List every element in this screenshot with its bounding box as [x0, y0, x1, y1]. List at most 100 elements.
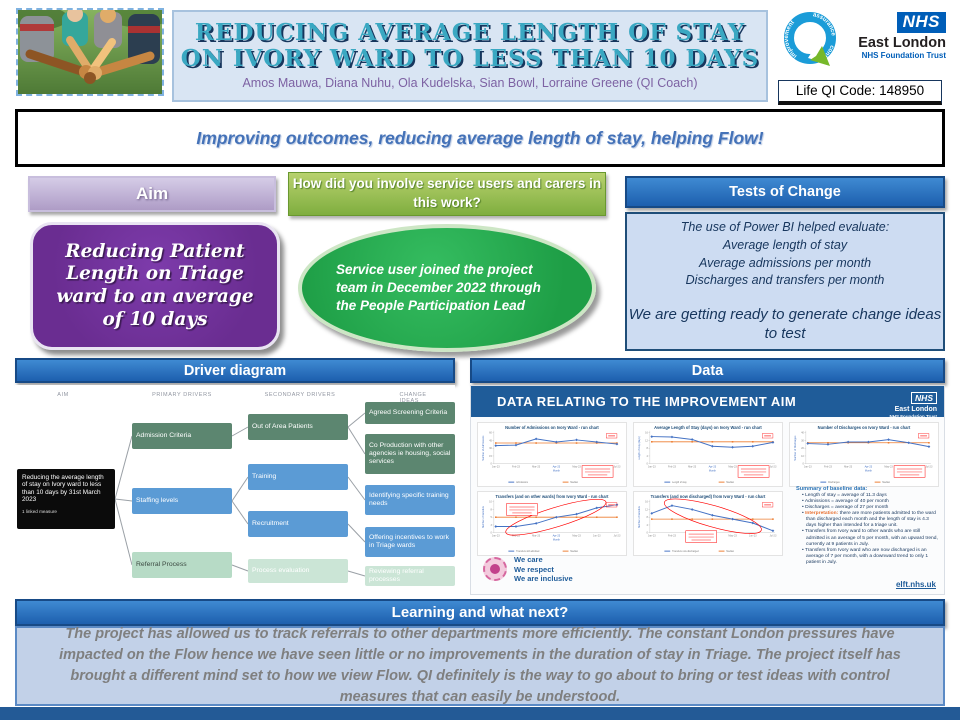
- nhs-org-name: East London: [858, 35, 946, 51]
- tests-line: Average admissions per month: [698, 255, 872, 270]
- aim-header: Aim: [28, 176, 276, 212]
- run-chart-admissions: Number of Admissions on Ivory Ward - run…: [477, 422, 627, 487]
- svg-text:Mar-23: Mar-23: [532, 535, 541, 538]
- svg-text:Jan-23: Jan-23: [492, 466, 500, 469]
- svg-text:40: 40: [801, 432, 804, 435]
- svg-text:16: 16: [645, 432, 648, 435]
- logo-area: assurance improvement control NHS East L…: [778, 6, 946, 76]
- elft-link[interactable]: elft.nhs.uk: [895, 580, 936, 589]
- svg-text:Feb-23: Feb-23: [512, 466, 521, 469]
- svg-text:0: 0: [647, 532, 649, 535]
- driver-column-change: CHANGE IDEAS: [399, 392, 427, 404]
- driver-node-recruitment: Recruitment: [248, 511, 348, 537]
- involvement-header: How did you involve service users and ca…: [288, 172, 606, 216]
- driver-node-processeval: Process evaluation: [248, 559, 348, 583]
- learning-text: The project has allowed us to track refe…: [59, 625, 901, 706]
- run-chart-transfers-discharged: Transfers (and now discharged) from Ivor…: [633, 491, 783, 556]
- svg-text:0: 0: [491, 532, 493, 535]
- driver-node-referral: Referral Process: [132, 552, 232, 578]
- svg-text:Month: Month: [865, 469, 873, 472]
- svg-text:Apr-23: Apr-23: [865, 466, 873, 469]
- svg-text:May-23: May-23: [728, 466, 737, 469]
- summary-bullet: Transfers from Ivory ward to other wards…: [802, 529, 939, 547]
- summary-bullet: Admissions = average of 40 per month: [802, 499, 939, 505]
- driver-column-primary: PRIMARY DRIVERS: [152, 392, 212, 398]
- svg-text:Length of stay: Length of stay: [672, 481, 687, 484]
- aim-statement-box: Reducing Patient Length on Triage ward t…: [30, 222, 280, 350]
- driver-node-training: Training: [248, 464, 348, 490]
- svg-text:Jan-23: Jan-23: [648, 535, 656, 538]
- nhs-sub-name: NHS Foundation Trust: [861, 51, 946, 60]
- svg-text:12: 12: [645, 508, 648, 511]
- team-photo-illustration: [18, 10, 162, 94]
- svg-text:Mar-23: Mar-23: [532, 466, 541, 469]
- svg-text:Month: Month: [553, 469, 561, 472]
- svg-text:Median: Median: [570, 551, 578, 553]
- chart-ylabel: Length of stay (days): [638, 436, 641, 460]
- svg-text:Transfers still admitted: Transfers still admitted: [516, 550, 540, 553]
- aim-statement: Reducing Patient Length on Triage ward t…: [56, 240, 254, 330]
- svg-text:Apr-23: Apr-23: [553, 466, 561, 469]
- svg-text:Apr-23: Apr-23: [553, 535, 561, 538]
- chart-title: Number of Discharges on Ivory Ward - run…: [818, 425, 911, 430]
- driver-node-identify: Identifying specific training needs: [365, 485, 455, 515]
- svg-text:15: 15: [489, 455, 492, 458]
- value-line: We are inclusive: [514, 574, 573, 584]
- poster-title: REDUCING AVERAGE LENGTH OF STAY ON IVORY…: [180, 19, 760, 72]
- svg-text:Apr-23: Apr-23: [709, 466, 717, 469]
- svg-text:3: 3: [491, 524, 493, 527]
- driver-diagram: AIM PRIMARY DRIVERS SECONDARY DRIVERS CH…: [15, 385, 455, 595]
- svg-text:Discharges: Discharges: [828, 482, 840, 484]
- driver-column-secondary: SECONDARY DRIVERS: [264, 392, 336, 398]
- chart-ylabel: Number of Discharges: [794, 435, 797, 461]
- svg-text:May-23: May-23: [884, 466, 893, 469]
- run-chart-length-of-stay: Average Length of Stay (days) on Ivory W…: [633, 422, 783, 487]
- qi-arrow-icon: [810, 46, 830, 66]
- learning-body: The project has allowed us to track refe…: [15, 626, 945, 706]
- nhs-logo-box: NHS: [896, 12, 946, 33]
- svg-text:Mar-23: Mar-23: [844, 466, 853, 469]
- svg-text:12: 12: [645, 439, 648, 442]
- driver-aim-node: Reducing the average length of stay on I…: [17, 469, 115, 529]
- svg-text:Month: Month: [709, 469, 717, 472]
- people-participation-icon: [483, 557, 507, 582]
- svg-text:Jul-23: Jul-23: [926, 466, 933, 469]
- data-slide-title: DATA RELATING TO THE IMPROVEMENT AIM: [497, 394, 797, 409]
- svg-text:20: 20: [801, 447, 804, 450]
- slide-nhs-sub: NHS Foundation Trust: [889, 413, 938, 419]
- svg-text:10: 10: [489, 501, 492, 504]
- svg-text:Mar-23: Mar-23: [688, 466, 697, 469]
- svg-text:Jan-23: Jan-23: [648, 466, 656, 469]
- tests-line: Discharges and transfers per month: [685, 273, 885, 288]
- team-photo: [16, 8, 164, 96]
- svg-text:Median: Median: [882, 482, 890, 484]
- svg-text:Feb-23: Feb-23: [668, 466, 677, 469]
- learning-header: Learning and what next?: [15, 599, 945, 626]
- summary-bullet: Interpretation: there are more patients …: [802, 511, 939, 529]
- summary-bullet: Transfers from Ivory ward who are now di…: [802, 548, 939, 566]
- title-box: REDUCING AVERAGE LENGTH OF STAY ON IVORY…: [172, 10, 768, 102]
- slide-nhs-box: NHS: [911, 392, 937, 404]
- flow-banner-text: Improving outcomes, reducing average len…: [196, 127, 764, 148]
- bottom-strip: [0, 707, 960, 720]
- svg-text:Jul-23: Jul-23: [770, 535, 777, 538]
- svg-text:16: 16: [645, 501, 648, 504]
- slide-nhs-org: East London: [894, 406, 937, 413]
- svg-text:Jul-23: Jul-23: [770, 466, 777, 469]
- svg-text:Jan-23: Jan-23: [492, 535, 500, 538]
- chart-ylabel: Number of transfers: [482, 505, 485, 528]
- driver-node-staffing: Staffing levels: [132, 488, 232, 514]
- baseline-summary: Summary of baseline data: Length of stay…: [796, 486, 939, 586]
- svg-text:10: 10: [801, 455, 804, 458]
- data-slide-titlebar: DATA RELATING TO THE IMPROVEMENT AIM NHS…: [471, 386, 944, 419]
- svg-text:8: 8: [647, 516, 649, 519]
- qi-assurance-logo: assurance improvement control: [778, 8, 842, 72]
- driver-node-offering: Offering incentives to work in Triage wa…: [365, 527, 455, 557]
- run-chart-discharges: Number of Discharges on Ivory Ward - run…: [789, 422, 939, 487]
- svg-text:Admissions: Admissions: [516, 481, 529, 484]
- chart-title: Transfers (and now discharged) from Ivor…: [651, 494, 766, 499]
- tests-of-change-box: The use of Power BI helped evaluate: Ave…: [625, 212, 945, 351]
- poster-authors: Amos Mauwa, Diana Nuhu, Ola Kudelska, Si…: [242, 75, 698, 90]
- chart-title: Average Length of Stay (days) on Ivory W…: [654, 425, 762, 430]
